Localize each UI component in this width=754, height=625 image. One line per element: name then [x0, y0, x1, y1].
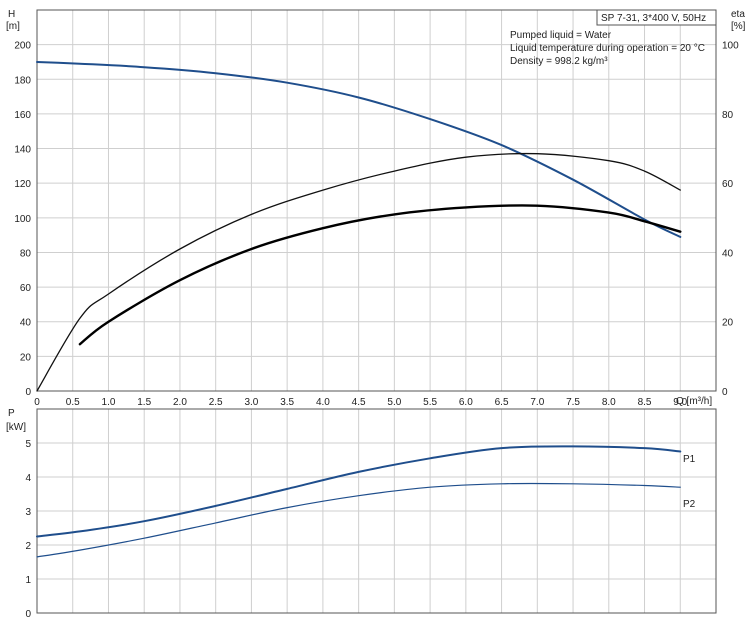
head-efficiency-panel: 0 0.5 1.0 1.5 2.0 2.5 3.0 3.5 4.0 4.5 5.0 5.5 6.0 6.5… [6, 9, 746, 408]
power-axis-symbol: P [8, 408, 15, 419]
x-tick-label: 6.5 [495, 397, 509, 408]
y-left-tick-label: 180 [14, 75, 31, 86]
y-right-tick-label: 80 [722, 110, 734, 121]
power-tick-label: 0 [25, 609, 31, 620]
top-grid [37, 9, 717, 391]
x-tick-label: 5.0 [387, 397, 401, 408]
y-left-tick-label: 100 [14, 214, 31, 225]
power-tick-label: 5 [25, 439, 31, 450]
p2-curve [36, 482, 681, 558]
x-tick-label: 1.0 [102, 397, 116, 408]
x-tick-label: 4.0 [316, 397, 330, 408]
x-tick-label: 8.5 [638, 397, 652, 408]
x-tick-label: 3.0 [244, 397, 258, 408]
top-y-right-tick-labels: 0 20 40 60 80 100 [722, 41, 739, 398]
x-tick-label: 3.5 [280, 397, 294, 408]
x-tick-label: 9.0 [673, 397, 687, 408]
y-right-axis-symbol: eta [731, 9, 745, 20]
p1-series-label: P1 [683, 454, 696, 465]
y-right-tick-label: 100 [722, 41, 739, 52]
y-left-tick-label: 120 [14, 179, 31, 190]
bottom-y-tick-labels: 0 1 2 3 4 5 [25, 439, 31, 620]
top-plot-frame [36, 9, 717, 392]
power-tick-label: 3 [25, 507, 31, 518]
power-panel: 0 1 2 3 4 5 P [kW] P1 P2 [6, 408, 717, 620]
y-right-tick-label: 0 [722, 387, 728, 398]
x-tick-label: 2.5 [209, 397, 223, 408]
y-left-tick-label: 0 [25, 387, 31, 398]
y-left-tick-label: 60 [20, 283, 32, 294]
y-left-tick-label: 80 [20, 248, 32, 259]
x-axis-label: Q [m³/h] [676, 396, 712, 407]
p2-series-label: P2 [683, 499, 696, 510]
power-axis-unit: [kW] [6, 422, 26, 433]
top-y-left-tick-labels: 0 20 40 60 80 100 120 140 160 180 200 [14, 41, 31, 398]
efficiency-curve-lower [78, 204, 682, 346]
x-tick-label: 8.0 [602, 397, 616, 408]
power-tick-label: 4 [25, 473, 31, 484]
x-tick-label: 7.0 [530, 397, 544, 408]
y-left-tick-label: 160 [14, 110, 31, 121]
top-series-group [36, 61, 682, 392]
info-pumped-liquid: Pumped liquid = Water [510, 30, 612, 41]
power-tick-label: 2 [25, 541, 31, 552]
y-left-tick-label: 20 [20, 352, 32, 363]
y-right-tick-label: 20 [722, 318, 734, 329]
x-tick-label: 7.5 [566, 397, 580, 408]
x-tick-label: 0 [34, 397, 40, 408]
x-tick-label: 6.0 [459, 397, 473, 408]
y-left-axis-symbol: H [8, 9, 15, 20]
y-right-tick-label: 60 [722, 179, 734, 190]
title-box [596, 9, 717, 26]
y-right-axis-unit: [%] [731, 21, 746, 32]
y-left-tick-label: 200 [14, 41, 31, 52]
y-left-axis-unit: [m] [6, 21, 20, 32]
x-tick-label: 1.5 [137, 397, 151, 408]
p1-curve [36, 445, 682, 538]
info-liquid-temperature: Liquid temperature during operation = 20… [510, 43, 705, 54]
x-tick-label: 4.5 [352, 397, 366, 408]
info-density: Density = 998.2 kg/m³ [510, 56, 608, 67]
efficiency-curve-upper [36, 152, 681, 392]
x-tick-label: 0.5 [66, 397, 80, 408]
head-curve [36, 61, 682, 238]
bottom-series-group [36, 445, 682, 558]
x-tick-label: 5.5 [423, 397, 437, 408]
y-right-tick-label: 40 [722, 248, 734, 259]
y-left-tick-label: 140 [14, 145, 31, 156]
x-tick-label: 2.0 [173, 397, 187, 408]
chart-title: SP 7-31, 3*400 V, 50Hz [601, 13, 706, 24]
top-x-tick-labels: 0 0.5 1.0 1.5 2.0 2.5 3.0 3.5 4.0 4.5 5.0 5.5 6.0 6.5… [34, 397, 687, 408]
power-tick-label: 1 [25, 575, 31, 586]
bottom-plot-frame [36, 408, 717, 614]
y-left-tick-label: 40 [20, 318, 32, 329]
